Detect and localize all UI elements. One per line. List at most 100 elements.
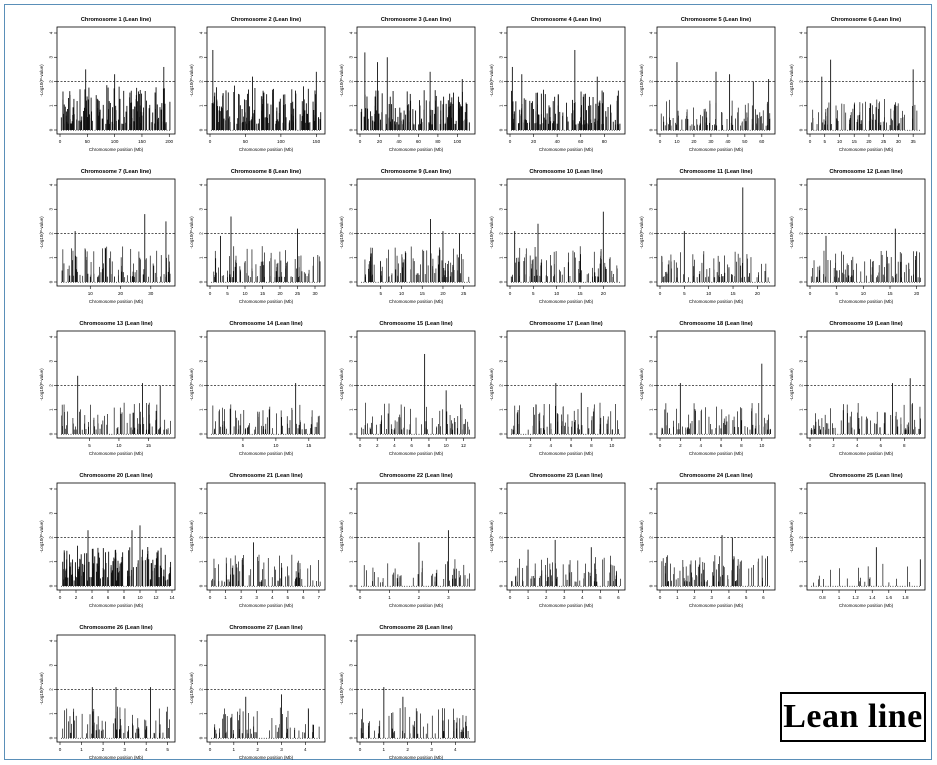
y-tick-label: 2 (649, 536, 654, 539)
chart-title: Chromosome 1 (Lean line) (81, 17, 151, 23)
y-tick-label: 2 (349, 384, 354, 387)
chart-title: Chromosome 22 (Lean line) (379, 473, 452, 479)
x-tick-label: 100 (277, 139, 285, 144)
line-label-box: Lean line (780, 692, 926, 742)
chart-panel: Chromosome 18 (Lean line) 0 1 2 3 4 -Log10(P-v… (639, 321, 776, 456)
x-axis-label: Chromosome position (Mb) (539, 147, 594, 152)
x-axis-label: Chromosome position (Mb) (89, 451, 144, 456)
chart-panel: Chromosome 28 (Lean line) 0 1 2 3 4 -Log10(P-v… (339, 625, 476, 760)
y-tick-label: 2 (49, 384, 54, 387)
bar-series (360, 687, 471, 739)
x-tick-label: 15 (852, 139, 858, 144)
bar-series (211, 383, 321, 435)
chart-panel: Chromosome 14 (Lean line) 0 1 2 3 4 -Log10(P-v… (189, 321, 326, 456)
chart-title: Chromosome 24 (Lean line) (679, 473, 752, 479)
x-tick-label: 35 (911, 139, 917, 144)
bar-series (60, 66, 171, 131)
x-tick-label: 10 (609, 443, 615, 448)
y-tick-label: 4 (349, 183, 354, 186)
x-tick-label: 15 (420, 291, 426, 296)
x-tick-label: 10 (88, 291, 94, 296)
plot-area (56, 634, 176, 743)
y-tick-label: 0 (199, 432, 204, 435)
bar-series (361, 530, 471, 587)
y-axis-label: -Log10(P-value) (789, 368, 794, 401)
y-tick-label: 1 (349, 560, 354, 563)
x-tick-label: 80 (435, 139, 441, 144)
y-tick-label: 3 (499, 360, 504, 363)
bar-series (211, 694, 321, 739)
x-tick-label: 5 (88, 443, 91, 448)
y-tick-label: 2 (349, 232, 354, 235)
chart-title: Chromosome 6 (Lean line) (831, 17, 901, 23)
y-tick-label: 3 (199, 664, 204, 667)
x-tick-label: 2 (418, 595, 421, 600)
x-tick-label: 50 (742, 139, 748, 144)
x-tick-label: 2 (832, 443, 835, 448)
y-tick-label: 1 (349, 256, 354, 259)
y-tick-label: 0 (499, 128, 504, 131)
y-tick-label: 4 (349, 31, 354, 34)
y-axis-label: -Log10(P-value) (39, 672, 44, 705)
y-tick-label: 1 (199, 712, 204, 715)
y-tick-label: 3 (199, 208, 204, 211)
y-tick-label: 0 (49, 280, 54, 283)
bar-series (811, 547, 921, 587)
chart-title: Chromosome 15 (Lean line) (379, 321, 452, 327)
x-axis-label: Chromosome position (Mb) (689, 451, 744, 456)
x-axis-label: Chromosome position (Mb) (839, 147, 894, 152)
x-tick-label: 4 (581, 595, 584, 600)
y-tick-label: 2 (499, 384, 504, 387)
chart-panel: Chromosome 12 (Lean line) 0 1 2 3 4 -Log10(P-v… (789, 169, 926, 304)
x-tick-label: 30 (896, 139, 902, 144)
chart-title: Chromosome 28 (Lean line) (379, 625, 452, 631)
y-axis-label: -Log10(P-value) (789, 520, 794, 553)
x-tick-label: 5 (532, 291, 535, 296)
bar-series (510, 211, 621, 283)
y-tick-label: 1 (799, 256, 804, 259)
y-tick-label: 0 (49, 584, 54, 587)
x-tick-label: 6 (410, 443, 413, 448)
y-tick-label: 0 (499, 432, 504, 435)
chart-panel: Chromosome 4 (Lean line) 0 1 2 3 4 -Log10(P-va… (489, 17, 626, 152)
x-tick-label: 10 (554, 291, 560, 296)
chart-title: Chromosome 14 (Lean line) (229, 321, 302, 327)
plot-area (56, 330, 176, 439)
y-tick-label: 3 (799, 56, 804, 59)
x-tick-label: 4 (304, 747, 307, 752)
y-tick-label: 4 (49, 31, 54, 34)
x-tick-label: 15 (730, 291, 736, 296)
plot-area (206, 482, 326, 591)
x-tick-label: 10 (706, 291, 712, 296)
x-tick-label: 0 (509, 595, 512, 600)
y-tick-label: 4 (199, 183, 204, 186)
y-tick-label: 0 (499, 584, 504, 587)
x-tick-label: 20 (531, 139, 537, 144)
chart-title: Chromosome 21 (Lean line) (229, 473, 302, 479)
y-tick-label: 0 (199, 584, 204, 587)
plot-area (806, 482, 926, 591)
y-tick-label: 0 (49, 432, 54, 435)
x-tick-label: 2 (406, 747, 409, 752)
x-tick-label: 2 (545, 595, 548, 600)
x-tick-label: 1 (676, 595, 679, 600)
chart-panel: Chromosome 25 (Lean line) 0 1 2 3 4 -Log10(P-v… (789, 473, 926, 608)
chart-panel: Chromosome 19 (Lean line) 0 1 2 3 4 -Log10(P-v… (789, 321, 926, 456)
x-tick-label: 6 (762, 595, 765, 600)
y-tick-label: 4 (499, 487, 504, 490)
plot-area (506, 178, 626, 287)
x-tick-label: 60 (416, 139, 422, 144)
plot-area (806, 330, 926, 439)
y-tick-label: 3 (799, 360, 804, 363)
bar-series (211, 49, 322, 131)
y-tick-label: 1 (499, 104, 504, 107)
x-tick-label: 2 (529, 443, 532, 448)
y-tick-label: 0 (199, 280, 204, 283)
y-tick-label: 4 (199, 335, 204, 338)
x-tick-label: 5 (683, 291, 686, 296)
y-tick-label: 3 (49, 664, 54, 667)
chart-panel: Chromosome 8 (Lean line) 0 1 2 3 4 -Log10(P-va… (189, 169, 326, 304)
x-axis-label: Chromosome position (Mb) (689, 603, 744, 608)
y-tick-label: 1 (199, 256, 204, 259)
y-tick-label: 3 (349, 56, 354, 59)
